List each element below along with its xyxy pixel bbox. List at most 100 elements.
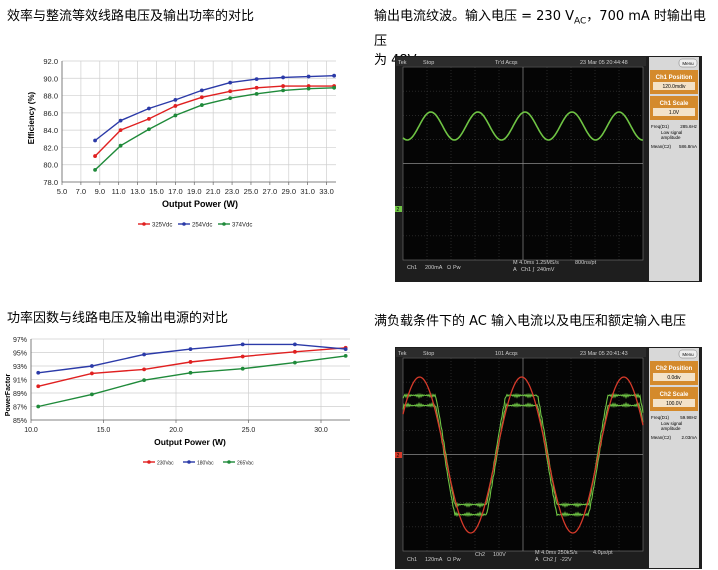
data-point-254Vdc (173, 97, 178, 102)
scope2-timebase: M 4.0ms 250kS/s (535, 550, 578, 556)
scope1-ch1-label: Ch1 (407, 265, 417, 271)
scope1-brand: Tek (398, 60, 407, 66)
scope2-freq-label: Freq(D1) (651, 415, 670, 420)
legend-swatch-marker (142, 222, 146, 226)
scope2-acqs: 101 Acqs (495, 351, 518, 357)
scope1-low-signal: Low signal (661, 130, 682, 135)
y-tick-label: 97% (13, 337, 27, 344)
legend-swatch-marker (222, 222, 226, 226)
scope2-ch1-scale: 120mA (425, 557, 443, 563)
data-point-374Vdc (93, 168, 97, 172)
x-tick-label: 15.0 (97, 427, 111, 434)
scope2-menu-button[interactable] (678, 349, 698, 359)
data-point-374Vdc (332, 85, 337, 90)
data-point-254Vdc (254, 77, 259, 82)
x-tick-label: 23.0 (225, 187, 240, 196)
scope1-scale-value: 1.0V (669, 110, 680, 116)
legend-label: 180Vac (197, 461, 214, 467)
data-point-230Vac (188, 360, 193, 364)
data-point-265Vac (90, 392, 94, 397)
scope1-channel-marker: 2 (397, 207, 400, 213)
data-point-374Vdc (147, 127, 151, 132)
scope2-mean-value: 2.03mA (681, 435, 697, 440)
data-point-180Vac (240, 342, 245, 347)
scope2-ch2-label: Ch2 (475, 552, 485, 558)
scope1-menu-label: Menu (682, 61, 694, 66)
data-point-180Vac (343, 347, 348, 352)
y-tick-label: 93% (13, 364, 27, 371)
data-point-254Vdc (147, 106, 151, 111)
y-tick-label: 90.0 (43, 74, 58, 83)
data-point-265Vac (240, 366, 245, 371)
x-tick-label: 31.0 (300, 187, 315, 196)
data-point-180Vac (293, 342, 297, 347)
x-tick-label: 19.0 (187, 187, 202, 196)
x-tick-label: 20.0 (169, 427, 183, 434)
data-point-254Vdc (306, 74, 311, 79)
data-point-325Vdc (281, 84, 285, 88)
scope1-freq-value: 285.6Hz (680, 124, 698, 129)
x-tick-label: 25.0 (242, 427, 256, 434)
x-tick-label: 17.0 (168, 187, 183, 196)
y-tick-label: 82.0 (43, 143, 58, 152)
data-point-254Vdc (332, 73, 337, 78)
scope1-amplitude: amplitude (661, 135, 681, 140)
scope1-menu-button[interactable] (678, 58, 698, 68)
y-tick-label: 78.0 (43, 178, 58, 187)
x-tick-label: 15.0 (149, 187, 164, 196)
legend-label: 254Vdc (192, 223, 212, 229)
data-point-254Vdc (228, 80, 233, 85)
efficiency-chart: Efficiency (%) Output Power (W) 78.0 80.0… (27, 57, 337, 229)
data-point-374Vdc (306, 86, 311, 91)
legend-label: 374Vdc (232, 223, 252, 229)
ac-input-scope-title: 满负载条件下的 AC 输入电流以及电压和额定输入电压 (374, 314, 687, 329)
scope2-run-state: Stop (423, 351, 434, 357)
scope1-trigger-level: 240mV (537, 267, 555, 273)
scope2-trigger-level: -22V (560, 557, 572, 563)
data-point-325Vdc (254, 85, 259, 90)
y-tick-label: 84.0 (43, 126, 58, 135)
scope2-menu-label: Menu (682, 352, 694, 357)
scope2-pw: Pw (453, 557, 461, 563)
x-tick-label: 11.0 (112, 187, 126, 196)
power-factor-chart-title: 功率因数与线路电压及输出电源的对比 (7, 311, 229, 326)
data-point-254Vdc (118, 118, 123, 123)
scope2-trigger-a: A (535, 557, 539, 563)
data-point-230Vac (90, 371, 94, 376)
data-point-265Vac (188, 370, 193, 375)
y-tick-label: 92.0 (43, 57, 58, 66)
scope1-scale-title: Ch1 Scale (660, 101, 689, 107)
data-point-230Vac (240, 354, 245, 359)
x-tick-label: 21.0 (206, 187, 221, 196)
scope1-freq-label: Freq(D1) (651, 124, 670, 129)
scope2-trigger-source: Ch2 ∫ (543, 557, 557, 563)
y-tick-label: 91% (13, 378, 27, 385)
ac-input-oscilloscope-screen: Tek Stop 101 Acqs 23 Mar 05 20:41:43 2 M… (395, 347, 702, 569)
legend-swatch-marker (227, 460, 231, 464)
scope1-trigger-a: A (513, 267, 517, 273)
scope1-timestamp: 23 Mar 05 20:44:48 (580, 60, 628, 66)
scope2-channel-marker: 2 (397, 453, 400, 459)
scope2-timestamp: 23 Mar 05 20:41:43 (580, 351, 628, 357)
data-point-265Vac (36, 404, 41, 409)
data-point-374Vdc (199, 103, 204, 107)
legend-swatch-marker (147, 460, 151, 464)
scope1-timebase: M 4.0ms 1.25MS/s (513, 260, 559, 266)
scope1-ohm: Ω (447, 265, 451, 271)
scope2-scale-title: Ch2 Scale (660, 392, 689, 398)
y-tick-label: 85% (13, 418, 27, 425)
scope1-mean-value: 586.8mA (679, 144, 697, 149)
scope2-brand: Tek (398, 351, 407, 357)
data-point-230Vac (142, 367, 147, 372)
data-point-230Vac (36, 384, 41, 389)
scope2-voltage-waveform (402, 376, 644, 534)
data-point-180Vac (36, 370, 41, 375)
scope1-position-title: Ch1 Position (656, 75, 693, 81)
scope1-acqs: Tr'd Acqs (495, 60, 518, 66)
legend-label: 230Vac (157, 461, 174, 467)
data-point-180Vac (90, 364, 94, 368)
power-factor-chart: PowerFactor Output Power (W) 85% 87% 89% 91… (5, 337, 350, 467)
x-tick-label: 13.0 (130, 187, 145, 196)
data-point-325Vdc (93, 154, 97, 158)
x-tick-label: 5.0 (57, 187, 67, 196)
